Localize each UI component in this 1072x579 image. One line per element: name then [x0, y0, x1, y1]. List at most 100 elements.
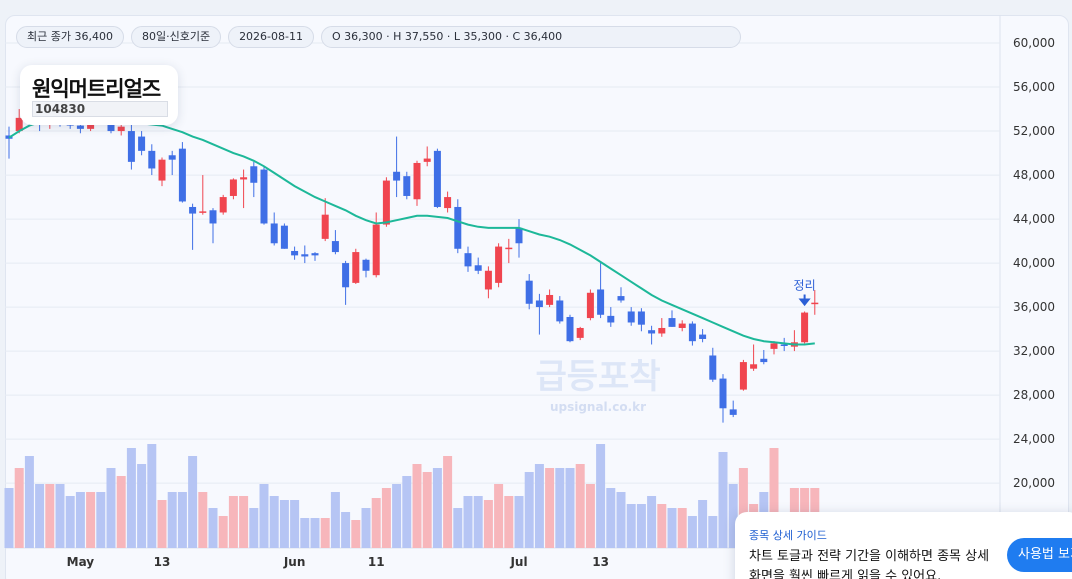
y-tick-label: 32,000 [1013, 344, 1055, 358]
volume-bar [422, 472, 432, 548]
candle-body [719, 378, 727, 409]
candle-body [403, 176, 411, 196]
candle-body [15, 117, 23, 132]
volume-bar [453, 508, 463, 548]
candle-body [750, 364, 758, 369]
y-tick-label: 52,000 [1013, 124, 1055, 138]
stock-card: 원익머트리얼즈 104830 [20, 65, 178, 125]
volume-bar [198, 492, 208, 548]
candle-body [648, 330, 656, 334]
volume-bar [320, 518, 330, 548]
candle-body [627, 311, 635, 323]
candle-body [505, 247, 513, 250]
candle-body [260, 169, 268, 224]
candle-body [393, 171, 401, 181]
candle-body [607, 315, 615, 323]
volume-bar [4, 488, 14, 548]
candle-body [586, 292, 594, 319]
volume-bar [473, 496, 483, 548]
volume-bar [728, 484, 738, 548]
volume-bar [75, 492, 85, 548]
candle-body [280, 225, 288, 249]
volume-bar [65, 496, 75, 548]
candle-body [117, 126, 125, 132]
y-tick-label: 24,000 [1013, 432, 1055, 446]
candle-body [209, 210, 217, 224]
volume-bar [381, 488, 391, 548]
candle-body [811, 302, 819, 305]
candle-body [433, 150, 441, 207]
x-tick-label: 11 [368, 555, 385, 569]
guide-button[interactable]: 사용법 보기 [1007, 538, 1072, 572]
guide-popup: 종목 상세 가이드 차트 토글과 전략 기간을 이해하면 종목 상세 화면을 훨… [735, 512, 1072, 579]
candle-body [484, 270, 492, 290]
stock-name: 원익머트리얼즈 [32, 77, 161, 101]
x-tick-label: 13 [154, 555, 171, 569]
guide-title: 종목 상세 가이드 [749, 529, 827, 542]
volume-bar [687, 516, 697, 548]
candle-body [454, 206, 462, 249]
guide-text: 차트 토글과 전략 기간을 이해하면 종목 상세 [749, 549, 990, 564]
y-tick-label: 56,000 [1013, 80, 1055, 94]
candle-body [168, 155, 176, 160]
volume-bar [86, 492, 96, 548]
volume-bar [269, 496, 279, 548]
volume-bar [677, 508, 687, 548]
candle-body [219, 197, 227, 213]
candle-body [107, 121, 115, 132]
volume-bar [718, 452, 728, 548]
candle-body [229, 179, 237, 196]
candle-body [413, 162, 421, 200]
candle-body [658, 327, 666, 334]
volume-bar [524, 472, 534, 548]
chip-row: 최근 종가 36,400 80일·신호기준 2026-08-11 O 36,30… [16, 26, 741, 48]
candle-body [576, 327, 584, 338]
candle-body [566, 316, 574, 342]
candle-body [637, 311, 645, 325]
volume-bar [341, 512, 351, 548]
candle-body [535, 300, 543, 308]
volume-bar [545, 468, 555, 548]
volume-bar [402, 476, 412, 548]
y-tick-label: 60,000 [1013, 36, 1055, 50]
candle-body [515, 227, 523, 244]
chip: O 36,300 · H 37,550 · L 35,300 · C 36,40… [321, 26, 741, 48]
volume-bar [330, 492, 340, 548]
volume-bar [626, 504, 636, 548]
volume-bar [606, 488, 616, 548]
volume-bar [167, 492, 177, 548]
volume-bar [228, 496, 238, 548]
annotation: 정리 [794, 278, 816, 292]
y-tick-label: 20,000 [1013, 476, 1055, 490]
volume-bar [290, 500, 300, 548]
volume-bar [504, 496, 514, 548]
candle-body [617, 296, 625, 301]
volume-bar [738, 468, 748, 548]
volume-bar [137, 464, 147, 548]
volume-bar [106, 468, 116, 548]
candle-body [342, 263, 350, 288]
candle-body [138, 136, 146, 151]
chip: 최근 종가 36,400 [16, 26, 124, 48]
candle-body [464, 253, 472, 267]
volume-bar [708, 516, 718, 548]
candle-body [760, 358, 768, 363]
candle-body [352, 252, 360, 283]
volume-bar [463, 496, 473, 548]
candle-body [311, 253, 319, 256]
volume-bar [188, 456, 198, 548]
x-tick-label: Jun [283, 555, 306, 569]
candle-body [709, 355, 717, 380]
volume-bar [585, 484, 595, 548]
volume-bar [534, 464, 544, 548]
volume-bar [310, 518, 320, 548]
volume-bar [157, 500, 167, 548]
candle-body [699, 334, 707, 339]
x-tick-label: 13 [592, 555, 609, 569]
volume-bar [177, 492, 187, 548]
annotation-arrow [798, 294, 811, 307]
volume-bar [300, 518, 310, 548]
candle-body [331, 241, 339, 253]
